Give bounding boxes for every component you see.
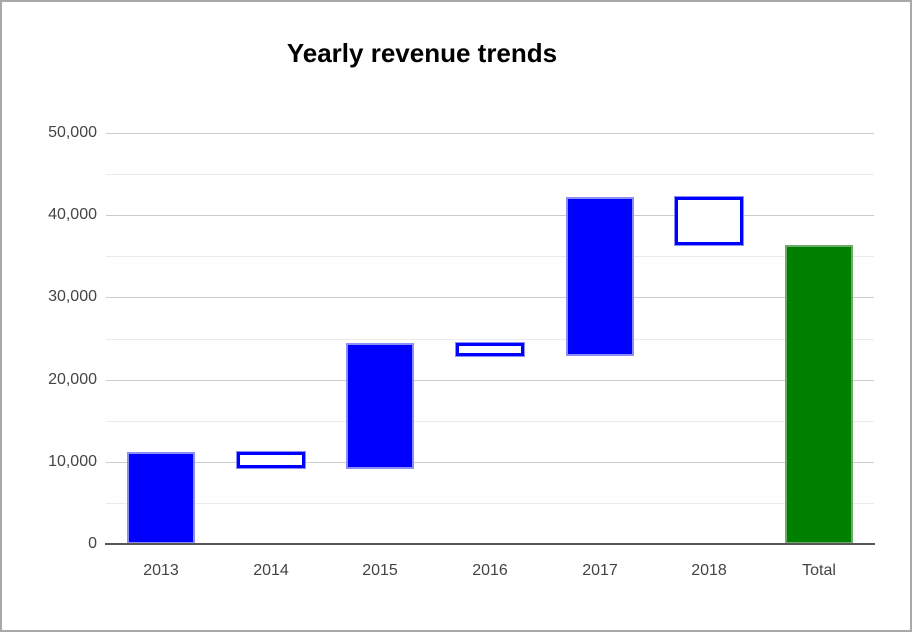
x-axis-label: 2017 bbox=[582, 562, 618, 579]
gridline-major bbox=[106, 133, 874, 134]
bar-2017[interactable] bbox=[566, 197, 634, 356]
x-axis-label: 2014 bbox=[253, 562, 289, 579]
gridline-minor bbox=[106, 339, 874, 340]
bar-2016[interactable] bbox=[456, 343, 524, 356]
x-axis-label: 2016 bbox=[472, 562, 508, 579]
y-axis-tick-label: 40,000 bbox=[48, 206, 97, 223]
gridline-major bbox=[106, 462, 874, 463]
x-axis-label: 2018 bbox=[691, 562, 727, 579]
y-axis-tick-label: 50,000 bbox=[48, 124, 97, 141]
x-axis-label: 2015 bbox=[362, 562, 398, 579]
gridline-minor bbox=[106, 256, 874, 257]
gridline-major bbox=[106, 215, 874, 216]
x-axis-label: Total bbox=[802, 562, 836, 579]
bar-2018[interactable] bbox=[675, 197, 743, 245]
x-axis-label: 2013 bbox=[143, 562, 179, 579]
gridline-minor bbox=[106, 503, 874, 504]
bar-2014[interactable] bbox=[237, 452, 305, 468]
gridline-major bbox=[106, 297, 874, 298]
x-axis-baseline bbox=[105, 543, 875, 545]
bar-total[interactable] bbox=[785, 245, 853, 544]
bar-2015[interactable] bbox=[346, 343, 414, 469]
y-axis-tick-label: 20,000 bbox=[48, 371, 97, 388]
gridline-major bbox=[106, 380, 874, 381]
gridline-minor bbox=[106, 421, 874, 422]
gridline-minor bbox=[106, 174, 874, 175]
y-axis-tick-label: 30,000 bbox=[48, 288, 97, 305]
chart-title: Yearly revenue trends bbox=[286, 38, 558, 68]
y-axis-tick-label: 10,000 bbox=[48, 453, 97, 470]
y-axis-tick-label: 0 bbox=[88, 535, 97, 552]
bar-2013[interactable] bbox=[127, 452, 195, 544]
